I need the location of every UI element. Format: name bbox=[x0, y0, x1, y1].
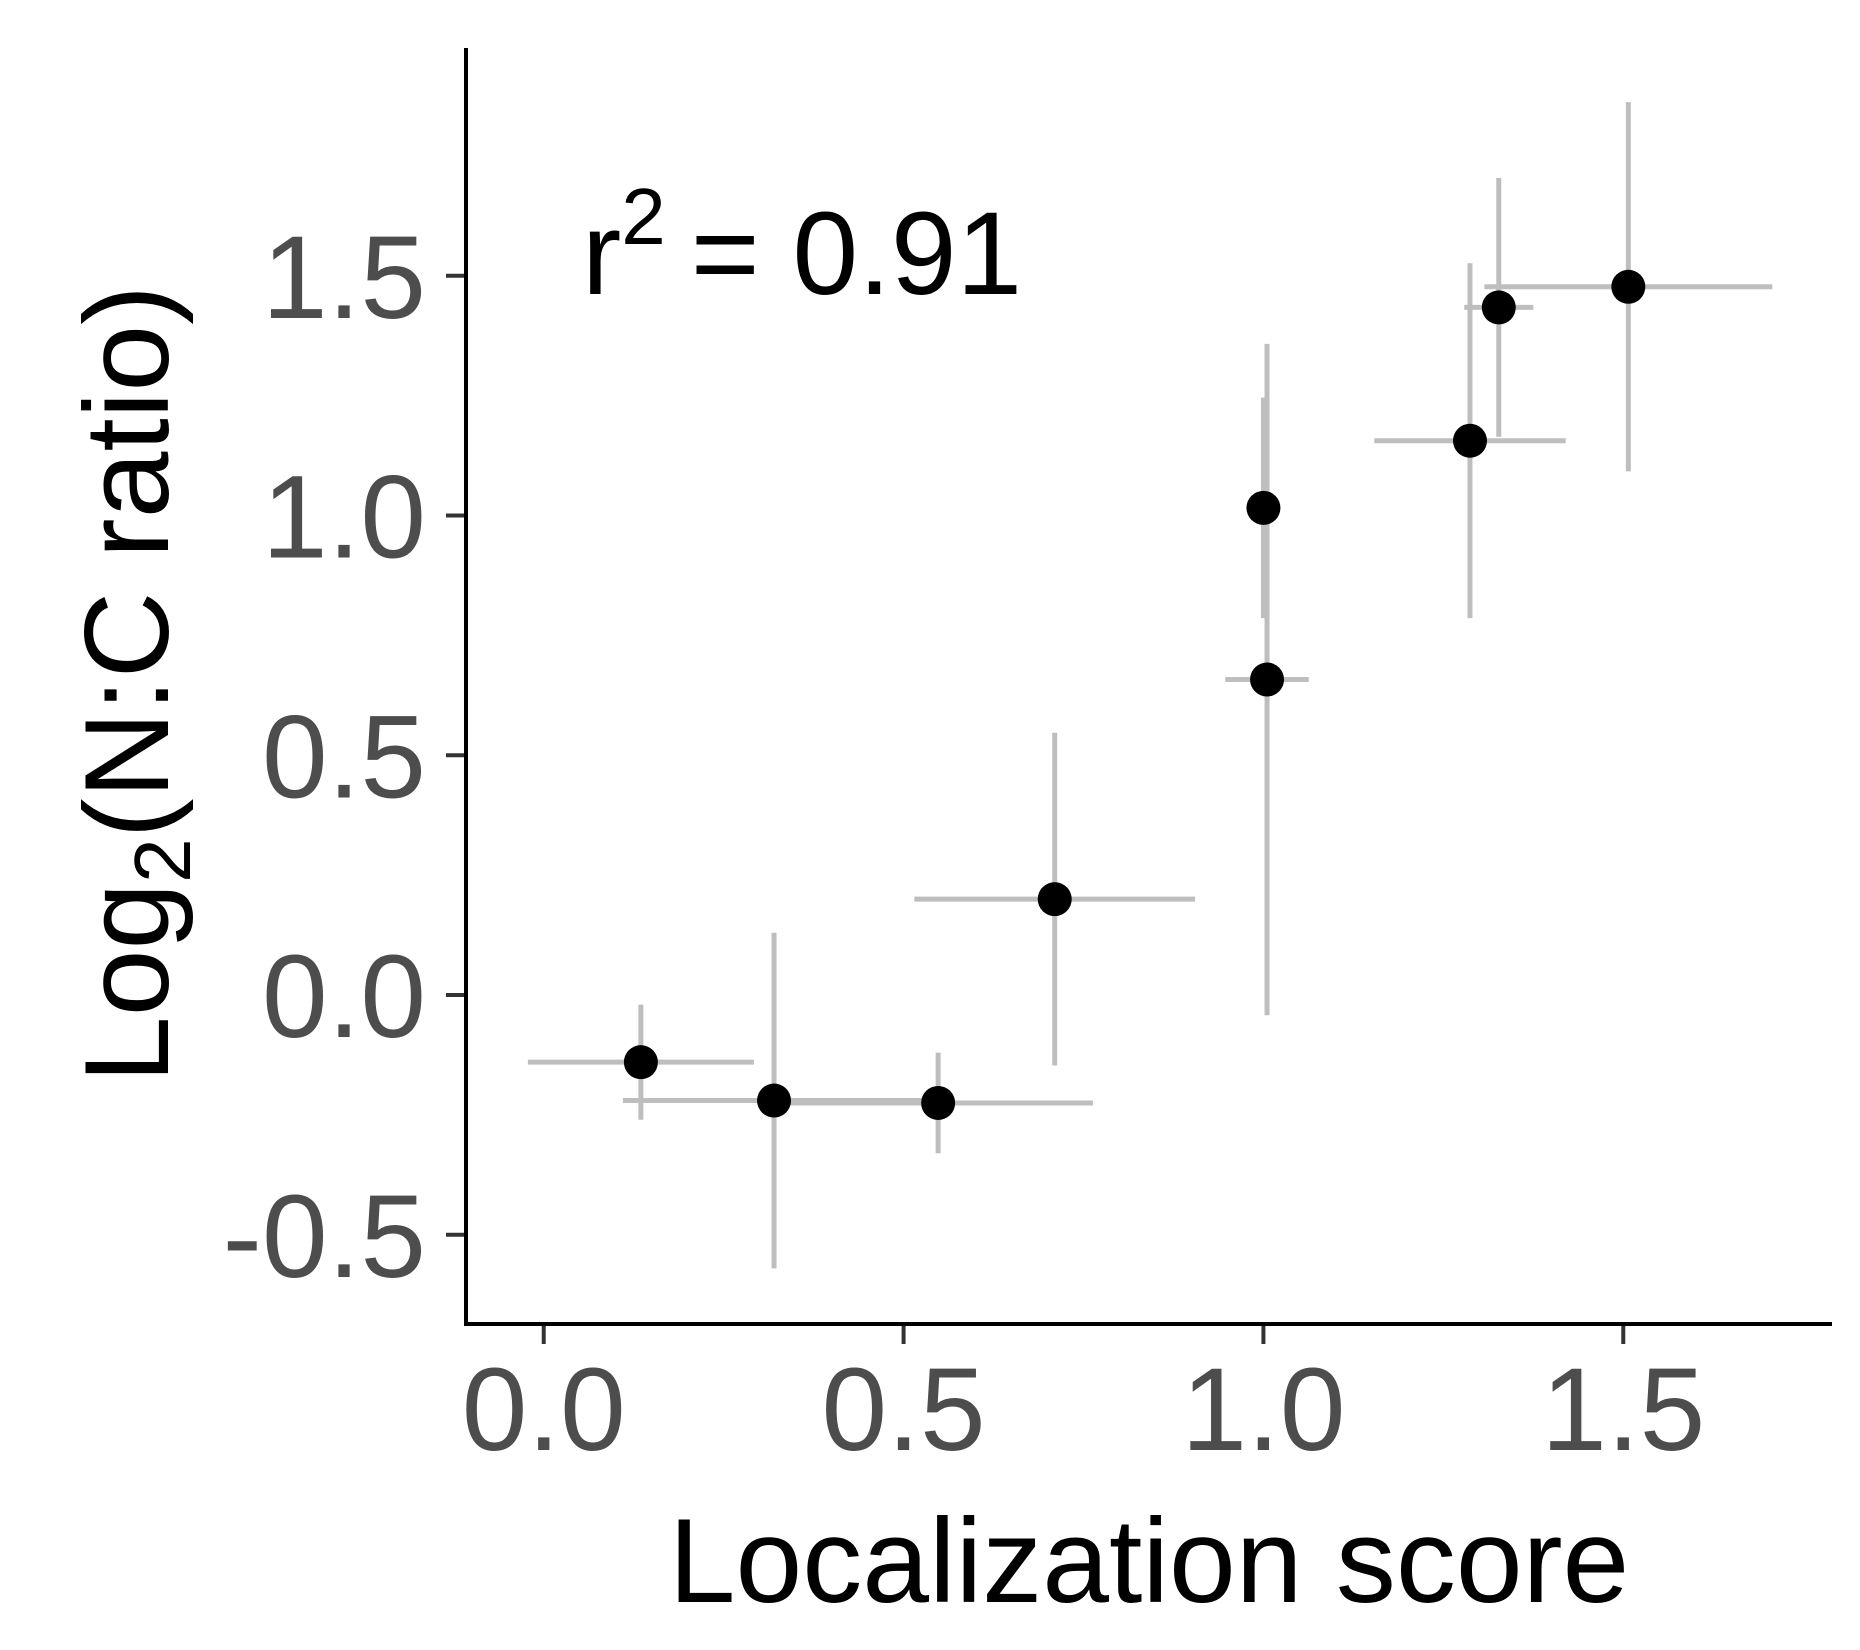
y-tick-label: 1.5 bbox=[262, 212, 426, 344]
point bbox=[1481, 290, 1516, 325]
y-axis-title-subscript: 2 bbox=[118, 838, 207, 883]
y-tick-label: 0.0 bbox=[262, 931, 426, 1063]
x-tick-label: 0.0 bbox=[462, 1344, 626, 1476]
annotation-superscript: 2 bbox=[621, 172, 666, 261]
point bbox=[1246, 490, 1281, 525]
point bbox=[1452, 423, 1487, 458]
x-axis-title: Localization score bbox=[669, 1494, 1630, 1628]
x-tick-label: 1.5 bbox=[1541, 1344, 1705, 1476]
x-tick-label: 1.0 bbox=[1181, 1344, 1345, 1476]
point bbox=[623, 1045, 658, 1080]
point bbox=[921, 1085, 956, 1120]
point bbox=[757, 1083, 792, 1118]
annotation-part: r bbox=[582, 188, 621, 320]
y-tick-label: 0.5 bbox=[262, 691, 426, 823]
annotation-part: = 0.91 bbox=[691, 188, 1022, 320]
point bbox=[1611, 269, 1646, 304]
y-axis-title-part: Log bbox=[60, 883, 194, 1083]
y-axis-title: Log2(N:C ratio) bbox=[60, 285, 207, 1083]
annotation: r2 = 0.91 bbox=[582, 172, 1022, 320]
y-tick-label: -0.5 bbox=[223, 1171, 426, 1303]
x-tick-label: 0.5 bbox=[822, 1344, 986, 1476]
y-tick-label: 1.0 bbox=[262, 452, 426, 584]
y-axis-title-part: (N:C ratio) bbox=[60, 285, 194, 838]
point bbox=[1037, 882, 1072, 917]
point bbox=[1250, 662, 1285, 697]
